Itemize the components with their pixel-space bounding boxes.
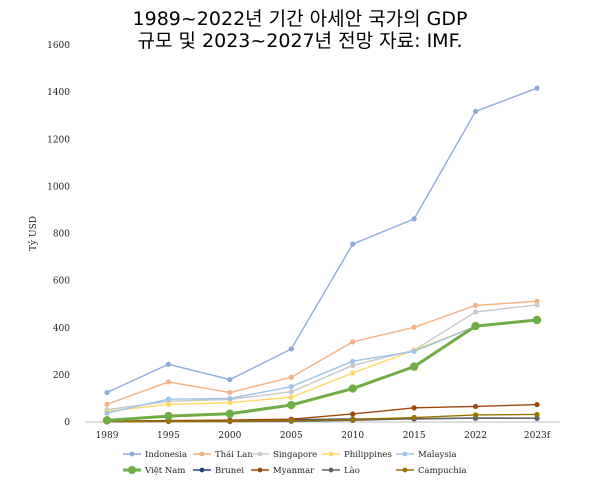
x-tick-label: 2000 (218, 431, 241, 441)
chart-title: 1989~2022년 기간 아세안 국가의 GDP 규모 및 2023~2027… (0, 8, 600, 52)
data-point-malaysia (104, 410, 110, 416)
data-point-indonesia (472, 108, 479, 115)
y-tick-label: 0 (64, 418, 70, 428)
data-point-myanmar (411, 405, 417, 411)
legend-marker-philippines (328, 451, 334, 457)
y-tick-label: 200 (53, 371, 70, 381)
data-point-malaysia (227, 395, 233, 402)
data-point-indonesia (534, 85, 540, 91)
y-tick-label: 1000 (47, 182, 70, 192)
legend-marker-campuchia (402, 467, 408, 473)
data-point-indonesia (350, 241, 356, 247)
data-point-viet-nam (164, 411, 173, 421)
data-point-philippines (227, 400, 233, 406)
data-point-thai-lan (472, 302, 479, 308)
data-point-campuchia (472, 412, 479, 418)
data-point-indonesia (227, 376, 233, 383)
data-point-campuchia (411, 414, 417, 421)
legend-marker-singapore (257, 451, 263, 457)
legend-marker-thai-lan (199, 451, 205, 457)
legend-marker-indonesia (129, 451, 135, 457)
x-tick-label: 2005 (280, 431, 303, 441)
y-axis-label: Tỷ USD (28, 216, 39, 251)
data-point-thai-lan (165, 379, 172, 385)
legend-label-singapore: Singapore (273, 450, 317, 460)
legend-label-indonesia: Indonesia (145, 450, 187, 460)
data-point-malaysia (288, 384, 294, 390)
data-point-viet-nam (348, 384, 357, 393)
data-point-philippines (350, 370, 356, 376)
data-point-singapore (534, 302, 540, 308)
x-tick-label: 2022 (464, 431, 487, 441)
data-point-myanmar (472, 403, 479, 410)
series-line-malaysia (106, 318, 538, 414)
y-tick-label: 600 (53, 277, 70, 287)
data-point-viet-nam (532, 315, 542, 325)
legend-marker-malaysia (402, 451, 408, 457)
data-point-indonesia (288, 346, 294, 352)
x-tick-label: 2023f (524, 431, 551, 441)
data-point-viet-nam (409, 362, 419, 371)
data-point-viet-nam (225, 409, 235, 418)
legend-label-lao: Lào (344, 465, 360, 476)
data-point-indonesia (411, 216, 417, 222)
data-point-lao (534, 415, 540, 421)
legend-label-brunei: Brunei (215, 466, 244, 476)
data-point-thai-lan (411, 324, 417, 330)
x-tick-label: 2010 (341, 431, 364, 441)
data-point-viet-nam (102, 416, 112, 425)
data-point-myanmar (534, 401, 540, 408)
data-point-singapore (288, 389, 294, 395)
legend-marker-viet-nam (128, 466, 136, 474)
x-tick-label: 1989 (96, 431, 119, 441)
series-line-myanmar (106, 403, 538, 422)
data-point-malaysia (165, 396, 172, 402)
series-line-campuchia (106, 413, 538, 423)
data-point-malaysia (411, 348, 417, 354)
legend-label-malaysia: Malaysia (418, 450, 457, 460)
data-point-malaysia (350, 358, 356, 364)
legend-marker-lao (328, 467, 334, 473)
legend-label-philippines: Philippines (344, 450, 392, 460)
data-point-thai-lan (288, 374, 294, 380)
series-line-indonesia (106, 87, 538, 394)
data-point-thai-lan (350, 339, 356, 345)
data-point-myanmar (350, 411, 356, 417)
series-line-singapore (106, 304, 538, 411)
legend-marker-myanmar (257, 467, 263, 473)
data-point-campuchia (288, 417, 294, 424)
y-tick-label: 1600 (47, 41, 70, 51)
legend-label-campuchia: Campuchia (418, 466, 467, 476)
data-point-indonesia (165, 361, 172, 367)
data-point-singapore (472, 309, 479, 315)
y-tick-label: 1400 (47, 88, 70, 98)
data-point-philippines (288, 394, 294, 400)
data-point-thai-lan (227, 389, 233, 396)
legend-label-myanmar: Myanmar (273, 466, 315, 476)
legend-marker-brunei (199, 467, 205, 473)
data-point-indonesia (104, 389, 110, 396)
x-tick-label: 2015 (403, 431, 426, 441)
series-line-viet-nam (106, 318, 538, 422)
data-point-singapore (350, 362, 356, 369)
data-point-campuchia (227, 418, 233, 424)
legend-label-thai-lan: Thái Lan (215, 449, 253, 460)
chart-title-line-1: 1989~2022년 기간 아세안 국가의 GDP (132, 8, 468, 30)
series-line-thai-lan (106, 300, 538, 405)
legend-label-viet-nam: Việt Nam (144, 465, 185, 476)
data-point-viet-nam (471, 321, 480, 331)
data-point-philippines (165, 401, 172, 407)
data-point-viet-nam (287, 400, 296, 410)
data-point-thai-lan (104, 401, 110, 407)
chart-title-line-2: 규모 및 2023~2027년 전망 자료: IMF. (137, 30, 463, 52)
y-tick-label: 1200 (47, 135, 70, 145)
y-tick-label: 800 (53, 230, 70, 240)
data-point-campuchia (534, 411, 540, 418)
x-tick-label: 1995 (157, 431, 180, 441)
data-point-campuchia (350, 416, 356, 423)
y-tick-label: 400 (53, 324, 70, 334)
